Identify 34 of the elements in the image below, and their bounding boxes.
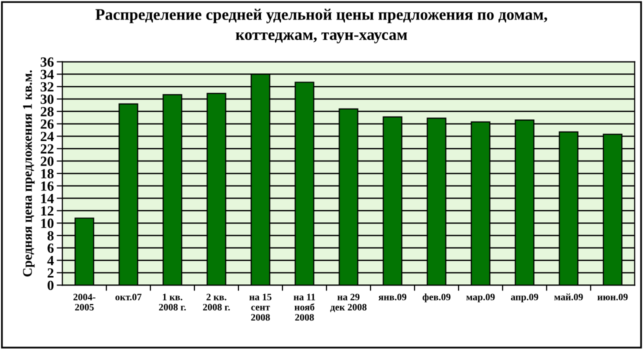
- x-tick-label: июн.09: [597, 294, 628, 300]
- y-tick-label: 24: [40, 132, 54, 142]
- y-tick-label: 36: [40, 57, 54, 67]
- y-tick-label: 0: [48, 280, 54, 290]
- x-tick-label: апр.09: [510, 294, 538, 302]
- y-tick-label: 20: [40, 156, 54, 166]
- x-tick-label: окт.07: [115, 294, 142, 300]
- x-tick-label: мар.09: [466, 294, 495, 302]
- y-tick-label: 2: [48, 268, 54, 278]
- x-tick-label: 2004- 2005: [73, 294, 96, 310]
- y-tick-label: 34: [40, 70, 54, 80]
- x-tick-label: фев.09: [422, 293, 450, 302]
- y-tick-label: 6: [48, 244, 54, 253]
- y-tick-label: 12: [41, 206, 54, 216]
- x-tick-label: май.09: [554, 294, 583, 300]
- x-tick-label: янв.09: [378, 294, 406, 300]
- y-tick-label: 18: [41, 169, 54, 178]
- chart-title: Распределение средней удельной цены предложения по домам, коттеджам, таун-хаусам: [96, 8, 548, 44]
- x-tick-label: 1 кв. 2008 г.: [159, 294, 186, 311]
- x-tick-label: на 11 нояб 2008: [294, 294, 316, 321]
- x-tick-label: 2 кв. 2008 г.: [203, 294, 230, 311]
- y-tick-label: 8: [48, 231, 54, 240]
- x-tick-label: на 15 сент 2008: [249, 294, 272, 321]
- y-tick-label: 26: [40, 119, 54, 129]
- y-tick-label: 22: [40, 144, 54, 154]
- y-tick-label: 4: [47, 256, 54, 266]
- y-tick-label: 14: [41, 194, 54, 204]
- y-tick-label: 16: [41, 181, 54, 191]
- y-tick-label: 32: [40, 82, 54, 92]
- y-tick-label: 10: [41, 218, 54, 228]
- y-tick-label: 30: [40, 94, 54, 104]
- y-tick-label: 28: [40, 106, 54, 116]
- x-tick-label: на 29 дек 2008: [330, 294, 367, 312]
- y-axis-title: Средняя цена предложения 1 кв.м.: [23, 70, 35, 277]
